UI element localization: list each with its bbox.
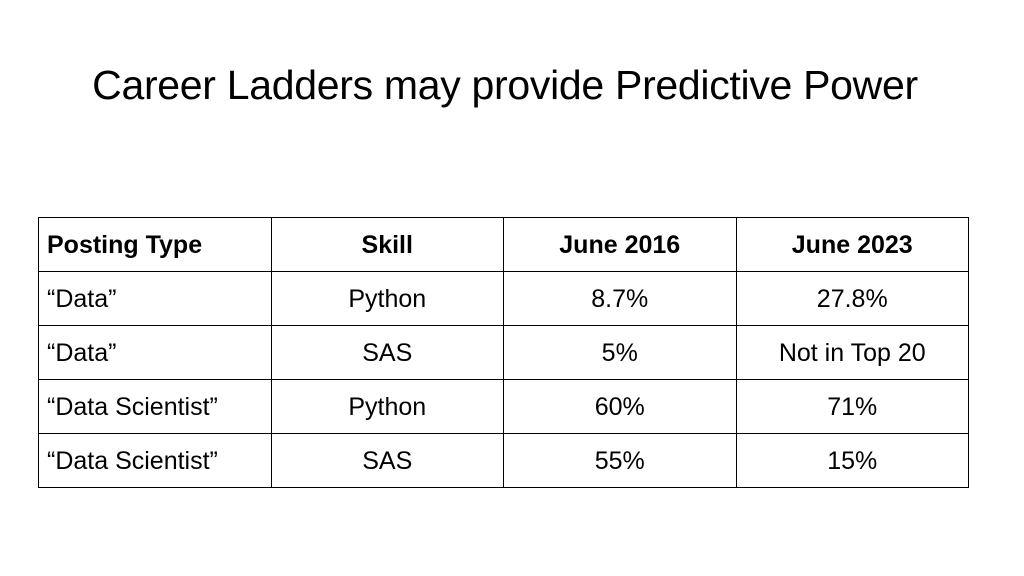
- cell-posting-type: “Data Scientist”: [38, 379, 272, 434]
- cell-june-2023: Not in Top 20: [735, 325, 969, 380]
- cell-june-2016: 55%: [503, 433, 737, 488]
- cell-june-2016: 60%: [503, 379, 737, 434]
- cell-june-2016: 8.7%: [503, 271, 737, 326]
- slide-title: Career Ladders may provide Predictive Po…: [92, 62, 918, 108]
- cell-skill: Python: [270, 379, 504, 434]
- cell-june-2023: 27.8%: [735, 271, 969, 326]
- header-june-2023: June 2023: [735, 217, 969, 272]
- table-header-row: Posting Type Skill June 2016 June 2023: [38, 217, 969, 272]
- cell-skill: SAS: [270, 325, 504, 380]
- cell-june-2023: 15%: [735, 433, 969, 488]
- table-row: “Data” Python 8.7% 27.8%: [38, 271, 969, 326]
- table-header: Posting Type Skill June 2016 June 2023: [38, 217, 969, 272]
- cell-june-2016: 5%: [503, 325, 737, 380]
- table-body: “Data” Python 8.7% 27.8% “Data” SAS 5% N…: [38, 271, 969, 488]
- table-row: “Data” SAS 5% Not in Top 20: [38, 325, 969, 380]
- skills-table: Posting Type Skill June 2016 June 2023 “…: [38, 217, 969, 488]
- cell-posting-type: “Data”: [38, 325, 272, 380]
- cell-june-2023: 71%: [735, 379, 969, 434]
- header-june-2016: June 2016: [503, 217, 737, 272]
- cell-posting-type: “Data Scientist”: [38, 433, 272, 488]
- table-row: “Data Scientist” SAS 55% 15%: [38, 433, 969, 488]
- cell-skill: SAS: [270, 433, 504, 488]
- header-posting-type: Posting Type: [38, 217, 272, 272]
- header-skill: Skill: [270, 217, 504, 272]
- cell-skill: Python: [270, 271, 504, 326]
- cell-posting-type: “Data”: [38, 271, 272, 326]
- table-row: “Data Scientist” Python 60% 71%: [38, 379, 969, 434]
